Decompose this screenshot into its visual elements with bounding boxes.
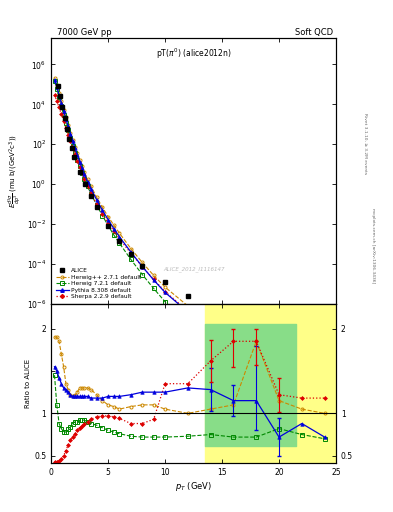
Y-axis label: Ratio to ALICE: Ratio to ALICE	[25, 359, 31, 408]
Text: ALICE_2012_I1116147: ALICE_2012_I1116147	[163, 266, 224, 272]
Y-axis label: $E\frac{d^3\!\sigma}{dp^3}$ (mu b/(GeV$^2$c$^3$)): $E\frac{d^3\!\sigma}{dp^3}$ (mu b/(GeV$^…	[7, 134, 24, 208]
Text: 7000 GeV pp: 7000 GeV pp	[57, 28, 112, 37]
Text: mcplots.cern.ch [arXiv:1306.3436]: mcplots.cern.ch [arXiv:1306.3436]	[371, 208, 375, 283]
Text: Rivet 3.1.10, ≥ 3.2M events: Rivet 3.1.10, ≥ 3.2M events	[364, 113, 367, 174]
Text: pT($\pi^0$) (alice2012n): pT($\pi^0$) (alice2012n)	[156, 47, 231, 61]
Text: Soft QCD: Soft QCD	[295, 28, 333, 37]
Legend: ALICE, Herwig++ 2.7.1 default, Herwig 7.2.1 default, Pythia 8.308 default, Sherp: ALICE, Herwig++ 2.7.1 default, Herwig 7.…	[54, 266, 143, 301]
X-axis label: $p_T$ (GeV): $p_T$ (GeV)	[175, 480, 212, 493]
